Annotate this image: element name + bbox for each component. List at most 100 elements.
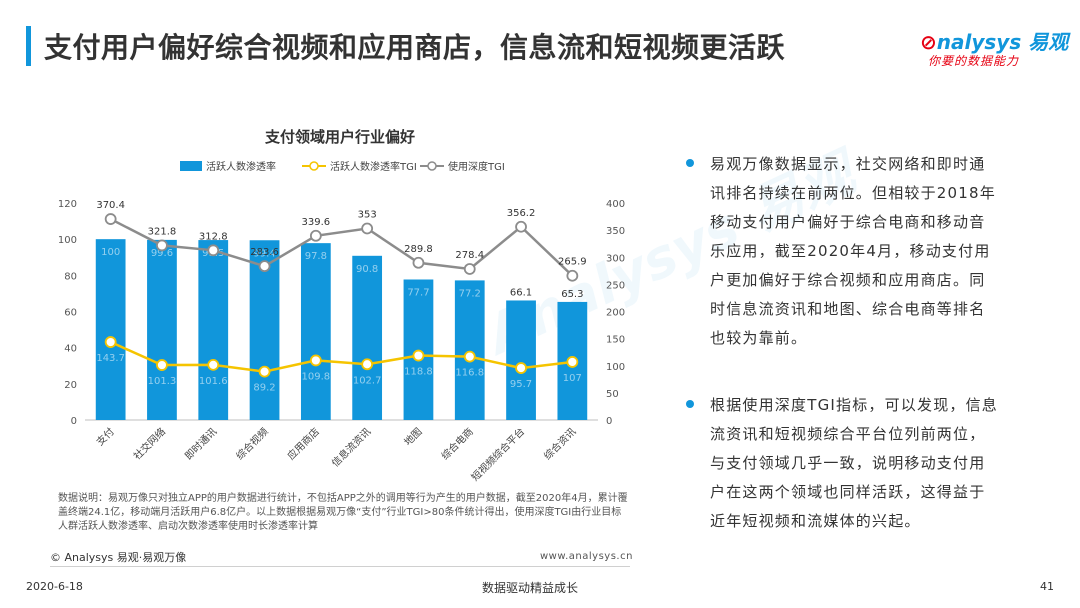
bar: [352, 255, 383, 420]
activity-tgi-value-label: 101.3: [148, 376, 177, 387]
insight-item: 根据使用深度TGI指标，可以发现，信息流资讯和短视频综合平台位列前两位，与支付领…: [680, 391, 1000, 536]
legend-label: 使用深度TGI: [448, 160, 505, 173]
bar: [506, 300, 536, 420]
insight-text: 根据使用深度TGI指标，可以发现，信息流资讯和短视频综合平台位列前两位，与支付领…: [710, 396, 999, 530]
activity-tgi-point: [156, 359, 168, 371]
x-category-label: 地图: [401, 425, 424, 448]
y-left-tick-label: 40: [64, 344, 77, 355]
x-category-label: 综合资讯: [541, 425, 578, 462]
activity-tgi-point: [566, 356, 579, 368]
activity-tgi-value-label: 118.8: [404, 367, 433, 378]
bar-value-label: 99.6: [151, 248, 173, 259]
activity-tgi-value-label: 102.7: [353, 375, 382, 386]
depth-tgi-value-label: 289.8: [404, 244, 433, 255]
y-right-tick-label: 100: [606, 362, 625, 373]
depth-tgi-value-label: 370.4: [96, 200, 125, 211]
logo-slogan: 你要的数据能力: [928, 54, 1020, 68]
insight-text: 易观万像数据显示，社交网络和即时通讯排名持续在前两位。但相较于2018年移动支付…: [710, 155, 996, 347]
activity-tgi-point: [412, 349, 425, 362]
y-left-tick-label: 120: [58, 199, 77, 210]
bar-value-label: 77.2: [459, 288, 481, 299]
y-right-tick-label: 200: [606, 308, 625, 319]
bar-value-label: 90.8: [356, 264, 378, 275]
bullet-dot-icon: [686, 400, 694, 408]
depth-tgi-point: [104, 213, 117, 225]
activity-tgi-point: [104, 336, 117, 348]
analysys-logo: ⊘nalysys 易观 你要的数据能力: [920, 26, 1068, 70]
bar-value-label: 66.1: [510, 287, 532, 298]
x-category-label: 短视频综合平台: [468, 425, 527, 484]
depth-tgi-value-label: 339.6: [302, 217, 331, 228]
y-right-tick-label: 150: [606, 335, 625, 346]
depth-tgi-point: [309, 229, 322, 242]
page-title: 支付用户偏好综合视频和应用商店，信息流和短视频更活跃: [44, 31, 786, 64]
y-left-tick-label: 20: [64, 380, 77, 391]
legend-label: 活跃人数渗透率: [206, 160, 276, 173]
logo-wordmark: ⊘nalysys 易观: [920, 26, 1068, 55]
x-category-label: 综合电商: [438, 425, 475, 462]
activity-tgi-point: [309, 354, 322, 367]
depth-tgi-point: [463, 263, 476, 275]
y-right-tick-label: 50: [606, 389, 619, 400]
legend-marker-depth: [427, 161, 437, 171]
bar-value-label: 99.4: [253, 248, 275, 259]
y-right-tick-label: 0: [606, 416, 612, 427]
data-note: 数据说明：易观万像只对独立APP的用户数据进行统计，不包括APP之外的调用等行为…: [58, 493, 628, 532]
depth-tgi-point: [258, 260, 271, 273]
x-category-label: 应用商店: [284, 425, 321, 462]
depth-tgi-value-label: 356.2: [507, 208, 536, 219]
y-right-tick-label: 400: [606, 199, 625, 210]
activity-tgi-value-label: 109.8: [302, 371, 331, 382]
bar-value-label: 100: [101, 247, 120, 258]
bar: [95, 239, 126, 420]
logo-mark-icon: ⊘: [920, 30, 937, 54]
depth-tgi-point: [156, 239, 168, 252]
activity-tgi-line: [110, 340, 573, 373]
y-left-tick-label: 80: [64, 271, 77, 282]
page-number: 41: [1040, 580, 1054, 593]
bar-value-label: 97.8: [305, 251, 327, 262]
footer-divider: [50, 566, 630, 567]
activity-tgi-value-label: 143.7: [96, 353, 125, 364]
x-category-label: 社交网络: [131, 425, 168, 462]
activity-tgi-value-label: 101.6: [199, 376, 228, 387]
chart-title: 支付领域用户行业偏好: [264, 128, 415, 146]
y-left-tick-label: 0: [71, 416, 77, 427]
depth-tgi-value-label: 265.9: [558, 257, 587, 268]
y-left-tick-label: 100: [58, 235, 77, 246]
y-right-tick-label: 350: [606, 226, 625, 237]
depth-tgi-point: [566, 269, 579, 282]
bar-value-label: 65.3: [561, 289, 583, 300]
depth-tgi-point: [515, 220, 527, 233]
y-right-tick-label: 250: [606, 280, 625, 291]
legend-marker-tgi: [309, 161, 319, 171]
activity-tgi-point: [258, 365, 271, 378]
activity-tgi-point: [361, 358, 374, 371]
activity-tgi-point: [207, 358, 220, 371]
insight-list: 易观万像数据显示，社交网络和即时通讯排名持续在前两位。但相较于2018年移动支付…: [680, 150, 1000, 574]
legend-swatch-bar: [180, 161, 202, 171]
depth-tgi-value-label: 283.6: [250, 247, 279, 258]
depth-tgi-line: [110, 217, 574, 277]
bar: [198, 240, 229, 420]
activity-tgi-value-label: 107: [563, 373, 582, 384]
bar-value-label: 77.7: [407, 287, 429, 298]
report-date: 2020-6-18: [26, 580, 83, 593]
footer-url[interactable]: www.analysys.cn: [540, 551, 633, 562]
logo-text: nalysys 易观: [936, 30, 1069, 54]
depth-tgi-point: [207, 244, 220, 257]
activity-tgi-point: [515, 362, 527, 374]
depth-tgi-value-label: 353: [358, 209, 377, 220]
bar: [147, 239, 177, 420]
activity-tgi-value-label: 95.7: [510, 379, 532, 390]
depth-tgi-value-label: 278.4: [455, 250, 484, 261]
activity-tgi-point: [463, 350, 476, 363]
footer-copyright: © Analysys 易观·易观万像: [50, 551, 187, 564]
bar: [300, 243, 331, 420]
x-category-label: 支付: [93, 425, 116, 448]
x-category-label: 即时通讯: [183, 426, 220, 463]
bar: [454, 280, 485, 420]
x-category-label: 综合视频: [233, 425, 270, 462]
x-category-label: 信息流资讯: [329, 425, 374, 470]
